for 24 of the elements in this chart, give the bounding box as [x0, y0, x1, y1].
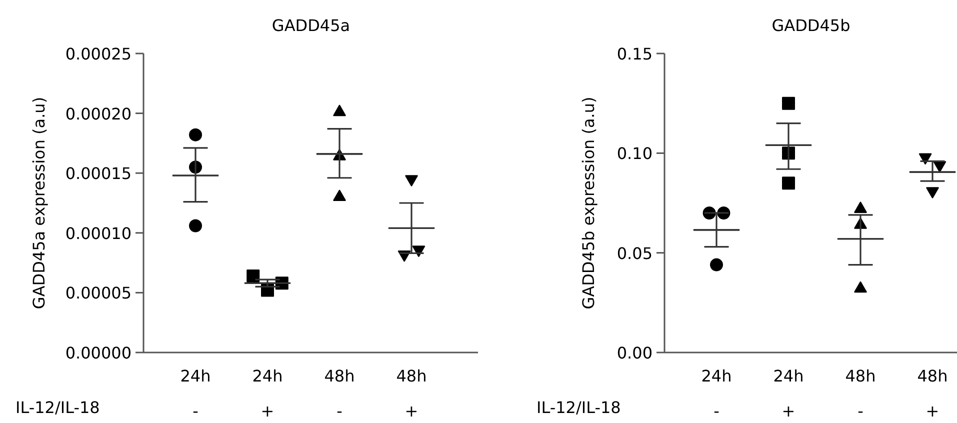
x-tick-label: 48h + — [396, 366, 427, 421]
text: IL-12/IL-18 — [16, 398, 100, 417]
y-tick-label: 0.00025 — [65, 44, 132, 64]
y-tick-label: 0.00010 — [65, 224, 132, 243]
y-tick-label: 0.00015 — [65, 164, 132, 184]
y-tick-label: 0.05 — [616, 244, 652, 263]
y-tick-label: 0.00 — [616, 344, 652, 362]
y-tick-label: 0.00020 — [65, 104, 132, 124]
chart-title: GADD45b — [772, 16, 850, 35]
chart-title: GADD45a — [272, 16, 350, 35]
x-tick-label: 24h - — [701, 366, 732, 421]
y-axis-title: GADD45b expression (a.u) — [579, 96, 598, 310]
x-tick-label: 48h - — [324, 366, 355, 421]
y-tick-label: 0.00005 — [65, 284, 132, 303]
text: IL-12/IL-18 — [536, 398, 621, 417]
y-tick-label: 0.10 — [616, 144, 652, 164]
x-tick-label: 24h - — [180, 366, 211, 421]
x-tick-label: 48h - — [845, 366, 876, 421]
x-tick-label: 24h + — [773, 366, 804, 421]
x-tick-label: 48h + — [917, 366, 948, 421]
y-axis-title: GADD45a expression (a.u) — [30, 96, 48, 310]
y-tick-label: 0.00000 — [65, 344, 132, 362]
x-tick-label: 24h + — [252, 366, 283, 421]
y-tick-label: 0.15 — [616, 44, 652, 64]
